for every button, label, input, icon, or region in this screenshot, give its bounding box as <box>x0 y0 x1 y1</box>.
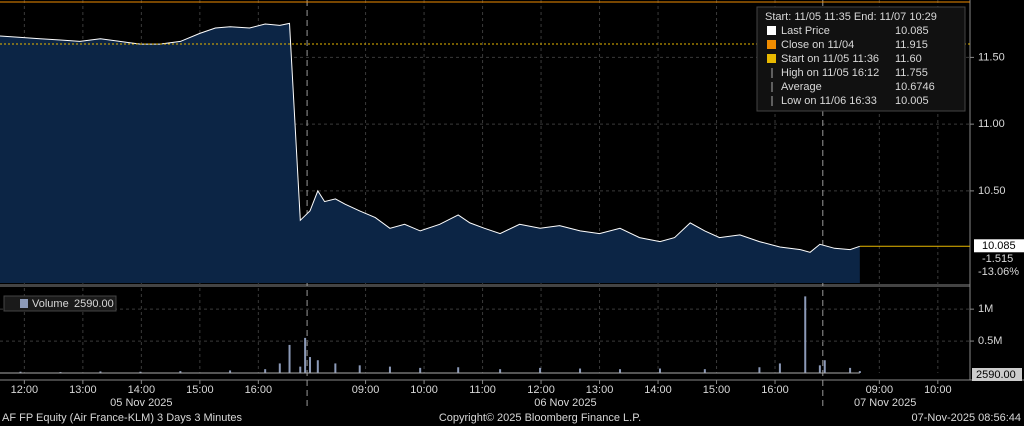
x-tick-label: 15:00 <box>703 384 731 396</box>
legend-box <box>3 295 117 312</box>
legend-value: 2590.00 <box>74 298 114 310</box>
y-tick-label: 11.50 <box>978 51 1005 63</box>
volume-bar <box>823 360 826 373</box>
legend-swatch <box>767 40 776 49</box>
y-tick-label: 1M <box>978 303 993 315</box>
legend-value: 10.085 <box>895 25 929 37</box>
footer-right: 07-Nov-2025 08:56:44 <box>912 412 1021 424</box>
legend-label: Low on 11/06 16:33 <box>781 95 877 107</box>
legend-value: 11.60 <box>895 53 922 65</box>
legend-label: Average <box>781 81 822 93</box>
volume-bar <box>19 371 22 373</box>
x-tick-label: 09:00 <box>866 384 894 396</box>
volume-bar <box>539 367 542 373</box>
y-tick-label: 0.5M <box>978 335 1002 347</box>
change-label: -1.515 <box>982 253 1013 265</box>
volume-bar <box>388 366 391 373</box>
volume-bar <box>804 296 807 373</box>
legend-swatch <box>767 26 776 35</box>
legend-label: Last Price <box>781 25 830 37</box>
volume-bar <box>278 363 281 373</box>
volume-bar <box>316 360 319 373</box>
legend-label: Start on 11/05 11:36 <box>781 53 879 65</box>
volume-value-box <box>972 368 1022 381</box>
x-tick-label: 10:00 <box>924 384 952 396</box>
volume-bar <box>288 344 291 373</box>
volume-bar <box>778 363 781 373</box>
legend-value: 10.6746 <box>895 81 935 93</box>
footer-center: Copyright© 2025 Bloomberg Finance L.P. <box>439 412 641 424</box>
x-tick-label: 13:00 <box>69 384 97 396</box>
legend-swatch <box>767 54 776 63</box>
volume-bar <box>818 365 821 373</box>
legend-swatch <box>20 299 28 308</box>
volume-bar <box>579 368 582 373</box>
volume-bar <box>309 357 312 373</box>
legend-value: 11.755 <box>895 67 928 79</box>
y-tick-label: 10.50 <box>978 185 1006 197</box>
footer-left: AF FP Equity (Air France-KLM) 3 Days 3 M… <box>2 412 243 424</box>
volume-value-label: 2590.00 <box>976 369 1016 381</box>
volume-bar <box>99 371 102 373</box>
legend-label: Close on 11/04 <box>781 39 854 51</box>
y-tick-label: 11.00 <box>978 118 1005 130</box>
panel-divider <box>0 284 970 287</box>
date-label: 05 Nov 2025 <box>110 397 172 409</box>
legend: Start: 11/05 11:35 End: 11/07 10:29 Last … <box>756 6 966 112</box>
x-tick-label: 12:00 <box>527 384 555 396</box>
date-label: 06 Nov 2025 <box>534 397 596 409</box>
x-tick-label: 15:00 <box>186 384 214 396</box>
legend-label: Volume <box>32 298 69 310</box>
last-price-label: 10.085 <box>982 240 1016 252</box>
legend-header: Start: 11/05 11:35 End: 11/07 10:29 <box>765 11 937 23</box>
x-tick-label: 13:00 <box>586 384 614 396</box>
volume-bar <box>849 367 852 373</box>
change-pct-label: -13.06% <box>978 266 1019 278</box>
volume-bar <box>858 371 861 373</box>
volume-bar <box>264 369 267 373</box>
legend-value: 10.005 <box>895 95 929 107</box>
x-tick-label: 16:00 <box>761 384 789 396</box>
volume-bar <box>758 367 761 373</box>
legend-value: 11.915 <box>895 39 928 51</box>
x-tick-label: 11:00 <box>469 384 496 396</box>
volume-bar <box>499 369 502 373</box>
volume-bar <box>139 371 142 373</box>
volume-bar <box>299 366 302 373</box>
x-tick-label: 10:00 <box>410 384 438 396</box>
volume-bar <box>229 370 232 373</box>
volume-bar <box>457 367 460 373</box>
last-price-box <box>974 239 1024 253</box>
price-area <box>0 23 860 284</box>
volume-bar <box>658 368 661 373</box>
volume-bar <box>304 337 307 373</box>
volume-bar <box>334 363 337 373</box>
volume-bar <box>419 367 422 373</box>
x-tick-label: 16:00 <box>245 384 273 396</box>
volume-bar <box>619 369 622 373</box>
volume-bar <box>179 371 182 373</box>
date-label: 07 Nov 2025 <box>854 397 916 409</box>
volume-bar <box>703 369 706 373</box>
legend-label: High on 11/05 16:12 <box>781 67 879 79</box>
x-tick-label: 14:00 <box>128 384 156 396</box>
volume-bar <box>358 365 361 373</box>
price-line <box>0 22 860 253</box>
x-tick-label: 12:00 <box>11 384 39 396</box>
legend-box <box>756 6 966 112</box>
x-tick-label: 14:00 <box>644 384 672 396</box>
x-tick-label: 09:00 <box>352 384 380 396</box>
